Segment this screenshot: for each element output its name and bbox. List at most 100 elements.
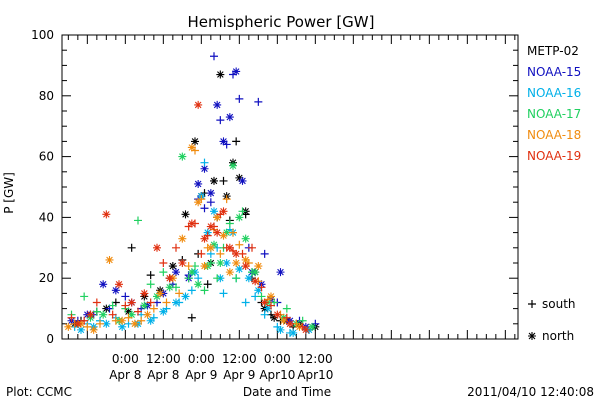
north-marker [89,325,98,334]
south-marker [146,280,155,289]
north-marker [159,307,168,316]
south-marker [124,313,133,322]
north-marker [124,307,133,316]
south-marker [267,301,275,310]
south-marker [67,313,76,322]
south-marker [222,195,231,204]
plot-area: 0 20 40 60 80 100 0:00 Apr 8 12:00 Apr 8 0:00 Apr … [31,28,519,382]
south-marker [92,307,101,316]
north-marker [102,319,111,328]
south-marker [197,249,206,258]
south-marker [172,243,180,252]
legend-entry: METP-02 [527,44,579,58]
north-marker [260,298,269,307]
north-marker [213,228,222,237]
north-marker [143,310,152,319]
north-marker [267,292,275,301]
north-marker [194,198,203,207]
south-marker [235,240,244,249]
south-marker [149,304,158,313]
south-marker [232,274,241,283]
north-marker [219,137,228,146]
north-marker [153,243,161,252]
x-tick-time-label: 12:00 [146,352,181,366]
data-markers [64,52,320,337]
north-marker [165,283,174,292]
north-marker [178,152,187,161]
south-marker [282,313,291,322]
north-marker [254,262,263,271]
north-marker [102,210,111,219]
north-marker [232,249,241,258]
north-marker [181,210,190,219]
legend-entry: NOAA-16 [527,86,581,100]
north-marker [111,286,120,295]
y-axis: 0 20 40 60 80 100 [31,28,518,346]
north-marker [225,113,234,122]
north-marker [219,207,228,216]
north-marker [115,280,123,289]
north-marker [172,268,180,277]
south-symbol [528,300,536,308]
south-marker [121,292,130,301]
x-tick-date-label: Apr10 [297,368,333,382]
legend-entry: NOAA-18 [527,128,581,142]
north-marker [165,274,174,283]
north-marker [241,262,250,271]
north-marker [276,325,285,334]
chart-title: Hemispheric Power [GW] [188,13,375,31]
legend-entry: NOAA-15 [527,65,581,79]
south-marker [216,116,225,125]
x-tick-time-label: 0:00 [264,352,291,366]
north-marker [146,316,155,325]
south-marker [260,310,269,319]
north-marker [210,240,218,249]
south-marker [206,198,215,207]
south-marker [108,310,117,319]
north-marker [200,262,209,271]
south-marker [257,292,266,301]
south-marker [96,319,104,328]
south-marker [238,207,247,216]
y-tick-label: 40 [39,210,54,224]
south-marker [241,298,250,307]
south-marker [200,204,209,213]
plot-timestamp: 2011/04/10 12:40:08 [467,385,594,399]
north-marker [210,176,218,185]
north-marker [241,234,250,243]
north-marker [153,292,161,301]
south-marker [127,243,136,252]
north-marker [263,304,272,313]
south-marker [83,322,92,331]
south-marker [146,271,155,280]
north-marker [206,189,215,198]
north-marker [244,274,253,283]
south-marker [134,307,142,316]
north-marker [273,310,282,319]
north-marker [308,322,317,331]
x-axis: 0:00 Apr 8 12:00 Apr 8 0:00 Apr 9 12:00 Apr 9 0:… [67,35,516,382]
north-marker [210,207,218,216]
north-marker [301,325,310,334]
north-marker [232,259,241,267]
north-marker [254,286,263,295]
south-marker [219,176,228,185]
north-marker [213,213,222,222]
north-marker [194,280,203,289]
north-marker [64,322,73,331]
south-marker [282,304,291,313]
north-marker [232,67,241,76]
north-marker [200,234,209,243]
x-tick-date-label: Apr 9 [185,368,217,382]
legend-entry: NOAA-19 [527,149,581,163]
south-marker [200,286,209,295]
south-marker [134,216,142,225]
y-tick-label: 80 [39,89,54,103]
north-marker [168,262,177,271]
north-marker [279,316,288,325]
north-marker [127,310,136,319]
north-marker [127,298,136,307]
north-marker [99,310,108,319]
south-marker [184,262,193,271]
